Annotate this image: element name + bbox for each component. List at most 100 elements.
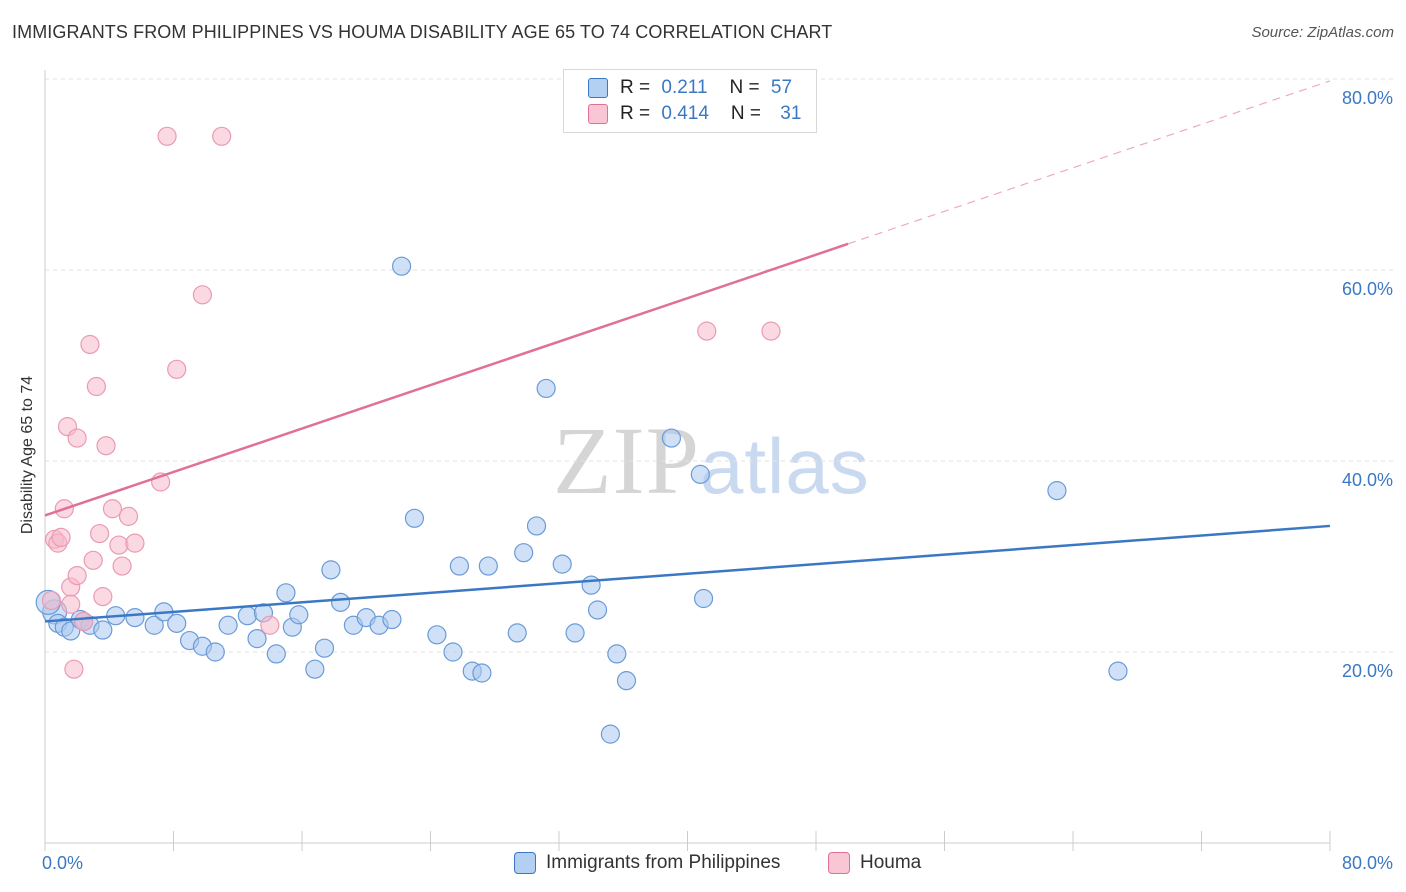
point-philippines: [276, 583, 296, 603]
point-philippines: [125, 608, 145, 628]
point-philippines: [1047, 481, 1067, 501]
correlation-legend: R = 0.211 N = 57 R = 0.414 N = 31: [563, 69, 817, 133]
legend-n-label: N =: [729, 77, 765, 98]
point-philippines: [443, 642, 463, 662]
point-philippines: [314, 638, 335, 658]
point-houma: [118, 506, 139, 526]
point-houma: [125, 533, 145, 553]
point-philippines: [404, 508, 425, 528]
x-tick-label: 80.0%: [1342, 853, 1393, 873]
point-philippines: [205, 642, 225, 662]
point-houma: [192, 285, 213, 305]
legend-r-label: R =: [620, 77, 656, 98]
point-philippines: [690, 464, 710, 484]
point-philippines: [507, 623, 527, 643]
series-legend-houma[interactable]: Houma: [828, 852, 921, 874]
point-philippines: [514, 543, 534, 563]
point-philippines: [449, 556, 470, 576]
legend-n-label: N =: [730, 103, 767, 124]
legend-row-philippines: R = 0.211 N = 57: [588, 75, 792, 101]
legend-r-label: R =: [620, 103, 656, 124]
y-tick-label: 20.0%: [1342, 661, 1393, 681]
point-houma: [64, 659, 84, 679]
point-philippines: [693, 588, 714, 609]
trend-line-philippines: [44, 524, 1331, 623]
point-philippines: [581, 575, 601, 595]
series-legend: Immigrants from Philippines Houma: [0, 852, 1406, 878]
series-legend-label: Houma: [860, 852, 922, 873]
point-houma: [212, 126, 232, 146]
point-philippines: [478, 556, 498, 576]
point-houma: [67, 565, 87, 586]
y-tick-label: 80.0%: [1342, 88, 1393, 108]
source-credit: Source: ZipAtlas.com: [1251, 24, 1394, 41]
point-houma: [67, 428, 87, 448]
point-houma: [86, 376, 107, 397]
point-philippines: [218, 615, 238, 635]
point-philippines: [321, 560, 341, 580]
x-tick-label: 0.0%: [42, 853, 83, 873]
point-houma: [51, 527, 71, 548]
point-philippines: [565, 623, 585, 643]
legend-swatch-blue: [588, 78, 608, 98]
point-houma: [90, 523, 110, 544]
point-philippines: [616, 671, 637, 691]
point-philippines: [305, 659, 325, 679]
watermark-atlas: atlas: [700, 422, 870, 510]
trend-lines: [44, 80, 1331, 623]
tick-labels: 20.0% 40.0% 60.0% 80.0% 0.0% 80.0%: [42, 88, 1393, 873]
legend-row-houma: R = 0.414 N = 31: [588, 101, 801, 127]
point-houma: [41, 590, 62, 611]
trend-line-houma: [44, 242, 849, 517]
data-points: [35, 126, 1128, 744]
point-philippines: [607, 644, 627, 664]
point-philippines: [536, 378, 556, 399]
legend-swatch-pink: [588, 104, 608, 124]
point-philippines: [237, 606, 257, 626]
point-houma: [260, 615, 280, 635]
point-houma: [157, 126, 177, 146]
series-swatch-blue: [514, 852, 536, 874]
legend-n-value: 57: [770, 77, 793, 98]
trend-line-houma-extension: [847, 80, 1331, 245]
series-swatch-pink: [828, 852, 850, 874]
point-houma: [61, 594, 81, 614]
point-philippines: [93, 620, 113, 640]
watermark-zip: ZIP: [553, 407, 700, 514]
point-houma: [112, 556, 132, 576]
point-philippines: [526, 516, 547, 536]
point-houma: [73, 611, 94, 632]
y-tick-label: 60.0%: [1342, 279, 1393, 299]
point-philippines: [472, 663, 492, 683]
point-houma: [167, 359, 187, 379]
point-philippines: [600, 724, 621, 744]
watermark: ZIPatlas: [553, 405, 870, 516]
point-philippines: [247, 629, 267, 649]
point-houma: [93, 587, 113, 607]
chart-title: IMMIGRANTS FROM PHILIPPINES VS HOUMA DIS…: [12, 22, 833, 42]
point-philippines: [552, 554, 572, 574]
axes: [44, 70, 1331, 851]
point-philippines: [144, 615, 164, 635]
point-houma: [83, 550, 103, 570]
point-houma: [102, 499, 123, 519]
point-houma: [80, 334, 100, 355]
point-philippines: [382, 609, 402, 630]
point-philippines: [330, 592, 351, 612]
point-houma: [96, 436, 116, 456]
point-philippines: [427, 625, 447, 645]
series-legend-label: Immigrants from Philippines: [546, 852, 781, 873]
point-philippines: [587, 600, 608, 620]
legend-r-value: 0.211: [661, 77, 708, 98]
point-philippines: [167, 613, 187, 633]
grid-lines: [45, 78, 1393, 653]
point-philippines: [289, 605, 309, 625]
point-philippines: [661, 428, 682, 448]
legend-r-value: 0.414: [661, 103, 709, 124]
point-philippines: [266, 644, 286, 664]
legend-n-value: 31: [780, 103, 802, 124]
series-legend-philippines[interactable]: Immigrants from Philippines: [514, 852, 780, 874]
point-houma: [109, 535, 129, 555]
point-houma: [697, 321, 717, 341]
